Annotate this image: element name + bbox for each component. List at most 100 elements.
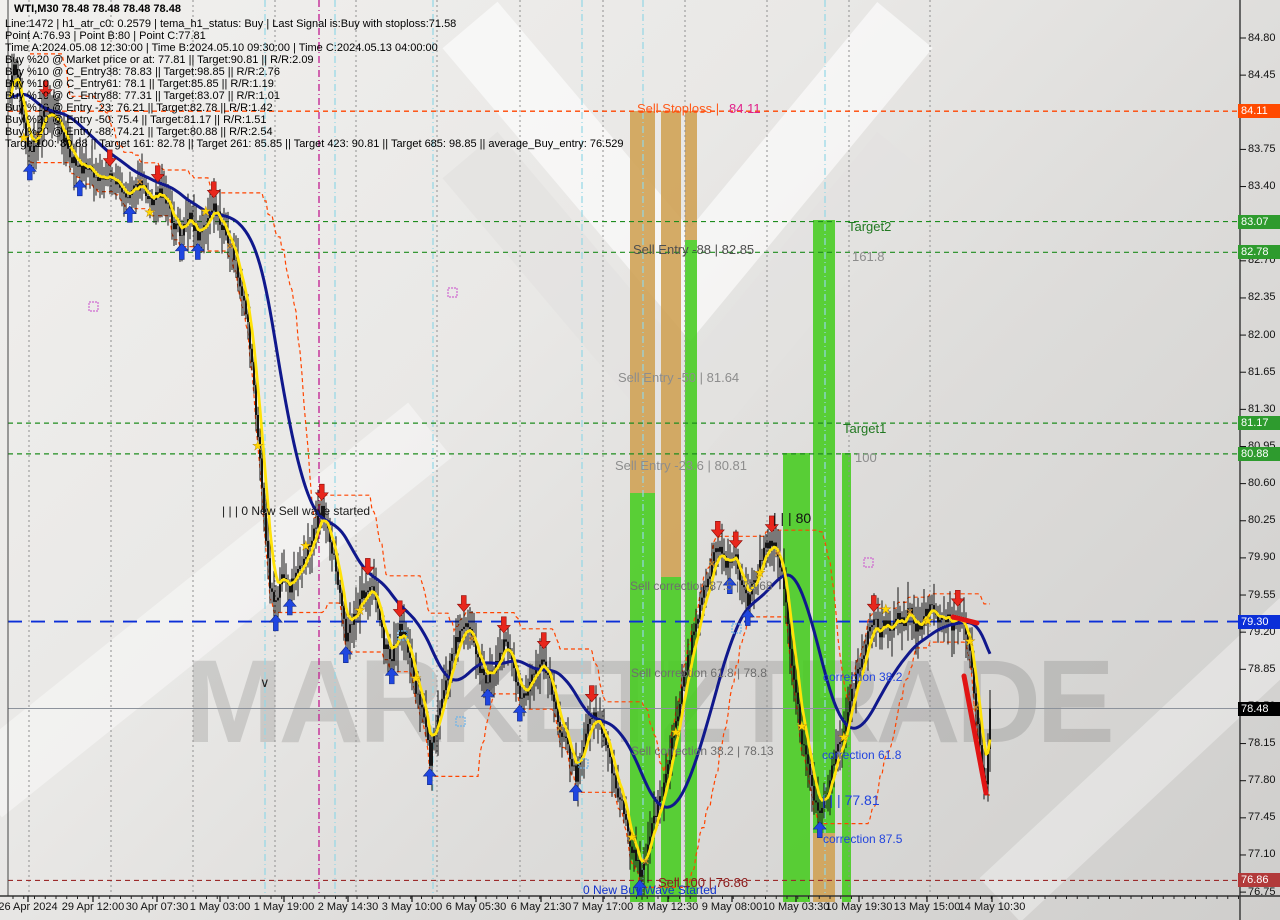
chart-annotation: Sell correction 87.5 | 79.68 — [630, 579, 773, 593]
watermark-swoosh — [979, 598, 1280, 920]
buy-arrow-icon — [812, 821, 827, 839]
ma-fast-line — [8, 78, 992, 863]
cross-marker-icon: ✕ — [708, 559, 716, 569]
time-tick-label: 29 Apr 12:00 — [61, 901, 125, 913]
price-tick-label: 80.60 — [1248, 477, 1276, 490]
time-tick-label: 3 May 10:00 — [381, 901, 443, 913]
price-tick-label: 84.45 — [1248, 68, 1276, 81]
buy-arrow-icon — [22, 163, 37, 181]
chart-annotation: Sell Stoploss | — [637, 101, 720, 116]
cross-marker-icon: ✕ — [468, 633, 476, 643]
buy-arrow-icon — [122, 205, 137, 223]
chart-annotation: 161.8 — [852, 249, 885, 264]
price-highlight-badge: 81.17 — [1238, 416, 1280, 431]
buy-arrow-icon — [72, 179, 87, 197]
buy-arrow-icon — [174, 242, 189, 260]
price-tick-label: 79.55 — [1248, 588, 1276, 601]
chart-annotation: Target1 — [843, 421, 887, 436]
fib-zone — [813, 833, 835, 902]
sell-arrow-icon — [950, 589, 965, 607]
price-highlight-badge: 83.07 — [1238, 214, 1280, 229]
price-highlight-badge: 82.78 — [1238, 245, 1280, 260]
star-icon: ★ — [964, 633, 976, 648]
chart-annotation: Sell correction 38.2 | 78.13 — [631, 744, 774, 758]
price-tick-label: 77.45 — [1248, 811, 1276, 824]
buy-arrow-icon — [422, 768, 437, 785]
price-tick-label: 81.65 — [1248, 365, 1276, 378]
buy-arrow-icon — [384, 667, 399, 685]
chart-annotation: | | | 80 — [773, 510, 812, 526]
zigzag-segment — [961, 673, 989, 796]
cross-marker-icon: ✕ — [34, 129, 42, 139]
price-highlight-badge: 78.48 — [1238, 701, 1280, 716]
info-line: Buy %10 @ Entry -23: 76.21 || Target:82.… — [5, 102, 273, 114]
symbol-title: WTI,M30 78.48 78.48 78.48 78.48 — [14, 3, 181, 15]
star-icon: ★ — [670, 724, 682, 739]
price-tick-label: 81.30 — [1248, 402, 1276, 415]
info-line: Time A:2024.05.08 12:30:00 | Time B:2024… — [5, 42, 438, 54]
cross-marker-icon: ✕ — [226, 241, 234, 251]
buy-arrow-icon — [722, 577, 737, 594]
star-icon: ★ — [626, 830, 638, 845]
time-tick-label: 1 May 03:00 — [189, 901, 251, 913]
sell-arrow-icon — [456, 595, 471, 613]
info-line: Target100: 80.88 || Target 161: 82.78 ||… — [5, 138, 624, 150]
chart-annotation: Sell correction 61.8 | 78.8 — [631, 666, 767, 680]
fib-zone — [813, 220, 835, 833]
star-icon: ★ — [354, 602, 366, 617]
star-icon: ★ — [838, 730, 850, 745]
info-line: Buy %10 @ C_Entry88: 77.31 || Target:83.… — [5, 90, 280, 102]
buy-arrow-icon — [568, 783, 583, 801]
sell-arrow-icon — [38, 80, 53, 98]
chart-annotation: | | | 0 New Sell wave started — [222, 504, 371, 518]
price-tick-label: 76.75 — [1248, 885, 1276, 898]
sell-arrow-icon — [150, 165, 165, 183]
buy-arrow-icon — [512, 704, 527, 722]
time-tick-label: 10 May 03:30 — [762, 901, 830, 913]
chart-annotation: Sell Entry -23.6 | 80.81 — [615, 458, 748, 473]
position-marker — [731, 623, 742, 634]
price-highlight-badge: 76.86 — [1238, 873, 1280, 888]
time-tick-label: 6 May 21:30 — [510, 901, 572, 913]
time-tick-label: 10 May 19:30 — [825, 901, 893, 913]
cross-marker-icon: ✕ — [774, 549, 782, 559]
price-tick-label: 77.80 — [1248, 774, 1276, 787]
chart-annotation: Sell Entry -50 | 81.64 — [618, 370, 740, 385]
fib-zone — [685, 240, 697, 902]
time-tick-label: 13 May 15:00 — [893, 901, 961, 913]
info-line: Buy %20 @ Entry -50: 75.4 || Target:81.1… — [5, 114, 267, 126]
time-tick-label: 7 May 17:00 — [572, 901, 634, 913]
atr-channel-lower — [29, 161, 990, 888]
cross-marker-icon: ✕ — [556, 724, 564, 734]
time-tick-label: 9 May 08:00 — [701, 901, 763, 913]
star-icon: ★ — [754, 565, 766, 580]
time-tick-label: 8 May 12:30 — [637, 901, 699, 913]
buy-arrow-icon — [740, 608, 755, 626]
price-tick-label: 77.10 — [1248, 848, 1276, 861]
chart-annotation: Target2 — [848, 219, 892, 234]
price-tick-label: 83.40 — [1248, 180, 1276, 193]
sell-arrow-icon — [102, 149, 117, 167]
position-marker — [578, 758, 589, 769]
sell-arrow-icon — [360, 558, 375, 576]
cross-marker-icon: ✕ — [642, 856, 650, 866]
chart-annotation: | | | 77.81 — [822, 792, 880, 808]
chart-annotation: correction 61.8 — [822, 748, 902, 762]
star-icon: ★ — [200, 204, 212, 219]
chart-annotation: 0 New Buy Wave Started — [583, 883, 717, 897]
fib-zone — [661, 111, 681, 577]
time-tick-label: 26 Apr 2024 — [0, 901, 58, 913]
sell-arrow-icon — [536, 632, 551, 650]
chart-annotation: 84.11 — [729, 101, 761, 116]
chart-annotation: ∨ — [260, 675, 270, 690]
cross-marker-icon: ✕ — [972, 702, 980, 712]
price-tick-label: 82.35 — [1248, 291, 1276, 304]
price-highlight-badge: 84.11 — [1238, 104, 1280, 119]
info-line: Buy %20 @ Entry -88: 74.21 || Target:80.… — [5, 126, 273, 138]
star-icon: ★ — [300, 538, 312, 553]
buy-arrow-icon — [268, 614, 283, 632]
price-tick-label: 80.25 — [1248, 514, 1276, 527]
chart-annotation: correction 38.2 — [823, 670, 903, 684]
